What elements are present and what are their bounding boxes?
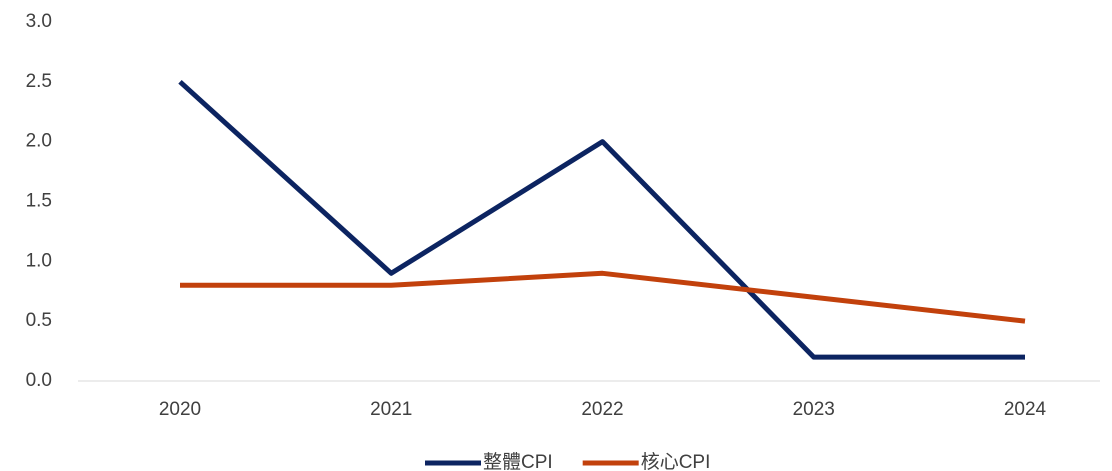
series-line — [180, 270, 1026, 324]
y-tick-label: 1.5 — [26, 191, 52, 212]
legend-label: 核心CPI — [641, 451, 711, 471]
x-tick-label: 2023 — [793, 399, 835, 420]
y-tick-label: 0.0 — [26, 370, 52, 391]
legend-label: 整體CPI — [483, 451, 553, 471]
y-tick-label: 2.5 — [26, 71, 52, 92]
series-line — [178, 79, 1025, 360]
x-tick-label: 2020 — [159, 399, 201, 420]
y-tick-label: 2.0 — [26, 131, 52, 152]
x-tick-label: 2021 — [370, 399, 412, 420]
y-tick-label: 3.0 — [26, 11, 52, 32]
x-tick-label: 2024 — [1004, 399, 1047, 420]
y-tick-label: 1.0 — [26, 250, 52, 271]
x-tick-label: 2022 — [581, 399, 623, 420]
y-tick-label: 0.5 — [26, 310, 52, 331]
